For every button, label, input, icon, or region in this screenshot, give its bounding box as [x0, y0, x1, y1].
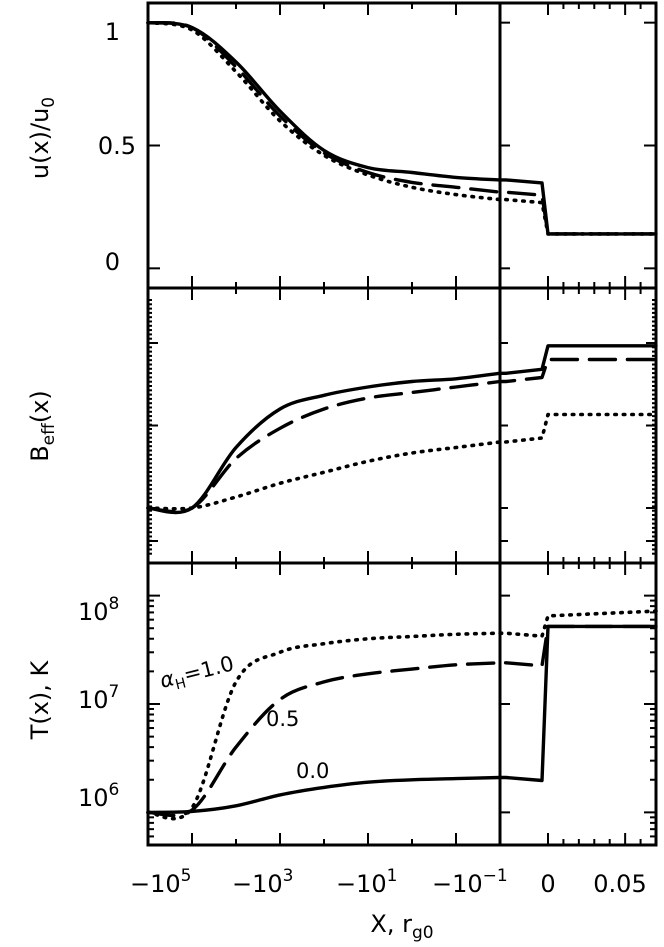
- series-line-panel1-solid: [146, 344, 658, 515]
- top-ylabel-sub: 0: [39, 97, 59, 108]
- series-line-panel0-dotted: [146, 20, 658, 236]
- series-line-panel2-dotted: [146, 609, 658, 821]
- top-ylabel-main: u(x)/u: [26, 108, 54, 179]
- panel-top-series: [146, 20, 658, 236]
- panel-bottom-series: [146, 609, 658, 821]
- top-ylabel: u(x)/u0: [26, 97, 59, 179]
- middle-ylabel-sub: eff: [39, 422, 59, 445]
- top-ytick-label-0-5: 0.5: [98, 132, 136, 160]
- xlabel: X, rg0: [370, 910, 433, 943]
- middle-ylabel-main: B: [26, 445, 54, 461]
- xtick-label-neg-1e5: −105: [130, 866, 191, 898]
- panel-top-frame: [146, 1, 658, 290]
- bottom-ylabel: T(x), K: [26, 659, 54, 740]
- tick-marks: [148, 3, 656, 845]
- panel-bottom-frame: [146, 561, 658, 847]
- middle-ylabel: Beff(x): [26, 390, 59, 462]
- xtick-label-0-05: 0.05: [593, 870, 646, 898]
- series-line-panel1-dotted: [146, 412, 658, 511]
- xtick-label-neg-1e3: −103: [232, 866, 293, 898]
- bottom-ytick-label-1e7: 107: [78, 682, 119, 714]
- series-line-panel2-dashed: [146, 624, 658, 818]
- xtick-label-neg-1e-1: −10−1: [432, 866, 508, 898]
- bottom-ytick-label-1e8: 108: [78, 594, 119, 626]
- xtick-label-0: 0: [540, 870, 555, 898]
- panel-middle-frame: [146, 286, 658, 565]
- bottom-ytick-label-1e6: 106: [78, 780, 119, 812]
- top-ytick-label-1: 1: [105, 18, 120, 46]
- series-line-panel1-dashed: [146, 357, 658, 514]
- series-line-panel0-dashed: [146, 20, 658, 236]
- xtick-label-neg-1e1: −101: [336, 866, 397, 898]
- top-ytick-label-0: 0: [105, 248, 120, 276]
- panel-middle-series: [146, 344, 658, 515]
- series-line-panel2-solid: [146, 624, 658, 815]
- annotation-0-5: 0.5: [266, 707, 299, 731]
- series-line-panel0-solid: [146, 21, 658, 236]
- middle-ylabel-suffix: (x): [26, 390, 54, 423]
- annotation-alpha-1-0: αH=1.0: [157, 651, 237, 696]
- annotation-0-0: 0.0: [296, 759, 329, 783]
